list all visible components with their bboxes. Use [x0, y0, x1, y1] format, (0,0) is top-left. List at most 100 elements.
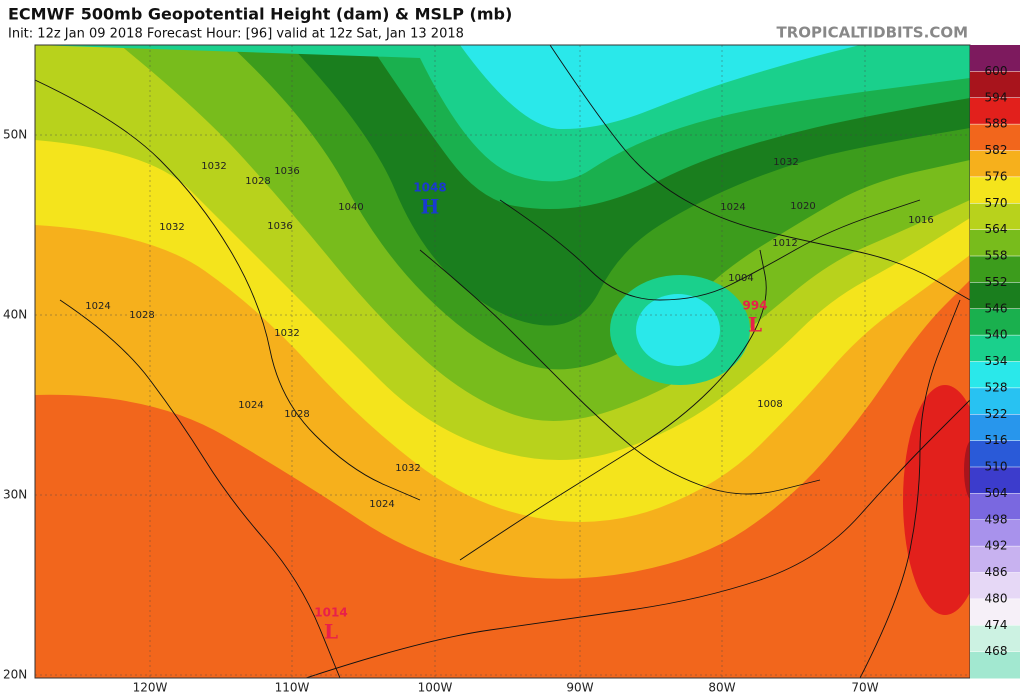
isobar [459, 249, 767, 561]
pressure-symbol: H [421, 195, 440, 219]
colorbar-swatch [970, 45, 1020, 72]
contour-label: 1032 [773, 157, 798, 168]
colorbar-swatch [970, 124, 1020, 151]
contour-label: 1012 [772, 238, 797, 249]
contour-label: 1036 [274, 166, 299, 177]
longitude-label: 80W [708, 681, 735, 695]
colorbar-swatch [970, 229, 1020, 257]
latitude-label: 30N [3, 488, 27, 502]
colorbar-swatch [970, 97, 1020, 125]
height-band [964, 440, 970, 500]
colorbar-swatch [970, 335, 1020, 362]
colorbar-swatch [970, 493, 1020, 521]
contour-label: 1008 [757, 399, 782, 410]
contour-label: 1020 [790, 201, 815, 212]
colorbar-label: 552 [985, 275, 1008, 289]
longitude-label: 90W [566, 681, 593, 695]
colorbar-swatch [970, 467, 1020, 494]
colorbar-swatch [970, 546, 1020, 573]
colorbar-swatch [970, 308, 1020, 336]
colorbar-label: 480 [985, 591, 1008, 605]
colorbar-label: 570 [985, 196, 1008, 210]
contour-label: 1024 [720, 202, 745, 213]
colorbar-swatch [970, 651, 1020, 679]
colorbar-swatch [970, 71, 1020, 99]
isobar [549, 45, 970, 301]
colorbar-swatch [970, 414, 1020, 442]
colorbar-swatch [970, 282, 1020, 310]
contour-label: 1028 [245, 176, 270, 187]
colorbar-label: 546 [985, 301, 1008, 315]
pressure-value: 1014 [314, 606, 347, 620]
colorbar-label: 516 [985, 433, 1008, 447]
longitude-label: 110W [275, 681, 310, 695]
map-labels: 50N 40N 30N 20N 120W 110W 100W 90W 80W 70W 1032 102… [3, 128, 934, 695]
contour-label: 1032 [159, 222, 184, 233]
contour-label: 1040 [338, 202, 363, 213]
longitude-label: 100W [418, 681, 453, 695]
longitude-label: 70W [851, 681, 878, 695]
latitude-label: 20N [3, 668, 27, 682]
colorbar-swatch [970, 598, 1020, 626]
colorbar-swatch [970, 519, 1020, 547]
latitude-label: 40N [3, 308, 27, 322]
colorbar-label: 588 [985, 117, 1008, 131]
pressure-symbol: L [748, 313, 762, 337]
pressure-symbol: L [324, 620, 338, 644]
colorbar-label: 522 [985, 407, 1008, 421]
contour-label: 1024 [85, 301, 110, 312]
isobar [59, 299, 341, 678]
colorbar-swatch [970, 572, 1020, 600]
isobar [419, 249, 821, 495]
colorbar-label: 510 [985, 460, 1008, 474]
contour-label: 1016 [908, 215, 933, 226]
colorbar-swatch [970, 150, 1020, 178]
colorbar-label: 468 [985, 644, 1008, 658]
title: ECMWF 500mb Geopotential Height (dam) & … [8, 5, 512, 24]
pressure-value: 994 [742, 299, 767, 313]
colorbar: 600 594 588 582 576 570 564 558 552 546 540 534 528 5… [970, 45, 1020, 679]
contour-label: 1024 [369, 499, 394, 510]
colorbar-label: 540 [985, 328, 1008, 342]
isobar [304, 399, 970, 678]
colorbar-label: 528 [985, 380, 1008, 394]
colorbar-swatch [970, 203, 1020, 231]
contour-label: 1028 [129, 310, 154, 321]
contour-label: 1028 [284, 409, 309, 420]
contour-label: 1032 [395, 463, 420, 474]
colorbar-label: 576 [985, 169, 1008, 183]
subtitle: Init: 12z Jan 09 2018 Forecast Hour: [96… [8, 27, 464, 42]
colorbar-label: 600 [985, 64, 1008, 78]
colorbar-label: 504 [985, 486, 1008, 500]
colorbar-swatch [970, 625, 1020, 653]
map [35, 45, 970, 678]
isobar [35, 79, 421, 501]
colorbar-label: 534 [985, 354, 1008, 368]
contour-label: 1032 [201, 161, 226, 172]
colorbar-swatch [970, 387, 1020, 415]
colorbar-swatch [970, 256, 1020, 283]
latitude-label: 50N [3, 128, 27, 142]
colorbar-label: 582 [985, 143, 1008, 157]
height-band [35, 45, 970, 130]
colorbar-label: 486 [985, 565, 1008, 579]
colorbar-label: 498 [985, 512, 1008, 526]
contour-label: 1024 [238, 400, 263, 411]
isobar [859, 299, 961, 678]
contour-label: 1036 [267, 221, 292, 232]
colorbar-swatch [970, 176, 1020, 204]
pressure-value: 1048 [413, 181, 446, 195]
height-band [636, 294, 720, 366]
contour-label: 1004 [728, 273, 753, 284]
contour-label: 1032 [274, 328, 299, 339]
colorbar-label: 564 [985, 222, 1008, 236]
colorbar-label: 594 [985, 90, 1008, 104]
colorbar-label: 558 [985, 249, 1008, 263]
longitude-label: 120W [133, 681, 168, 695]
colorbar-swatch [970, 361, 1020, 389]
colorbar-label: 474 [985, 618, 1008, 632]
colorbar-swatch [970, 440, 1020, 468]
brand: TROPICALTIDBITS.COM [777, 24, 969, 42]
colorbar-label: 492 [985, 539, 1008, 553]
